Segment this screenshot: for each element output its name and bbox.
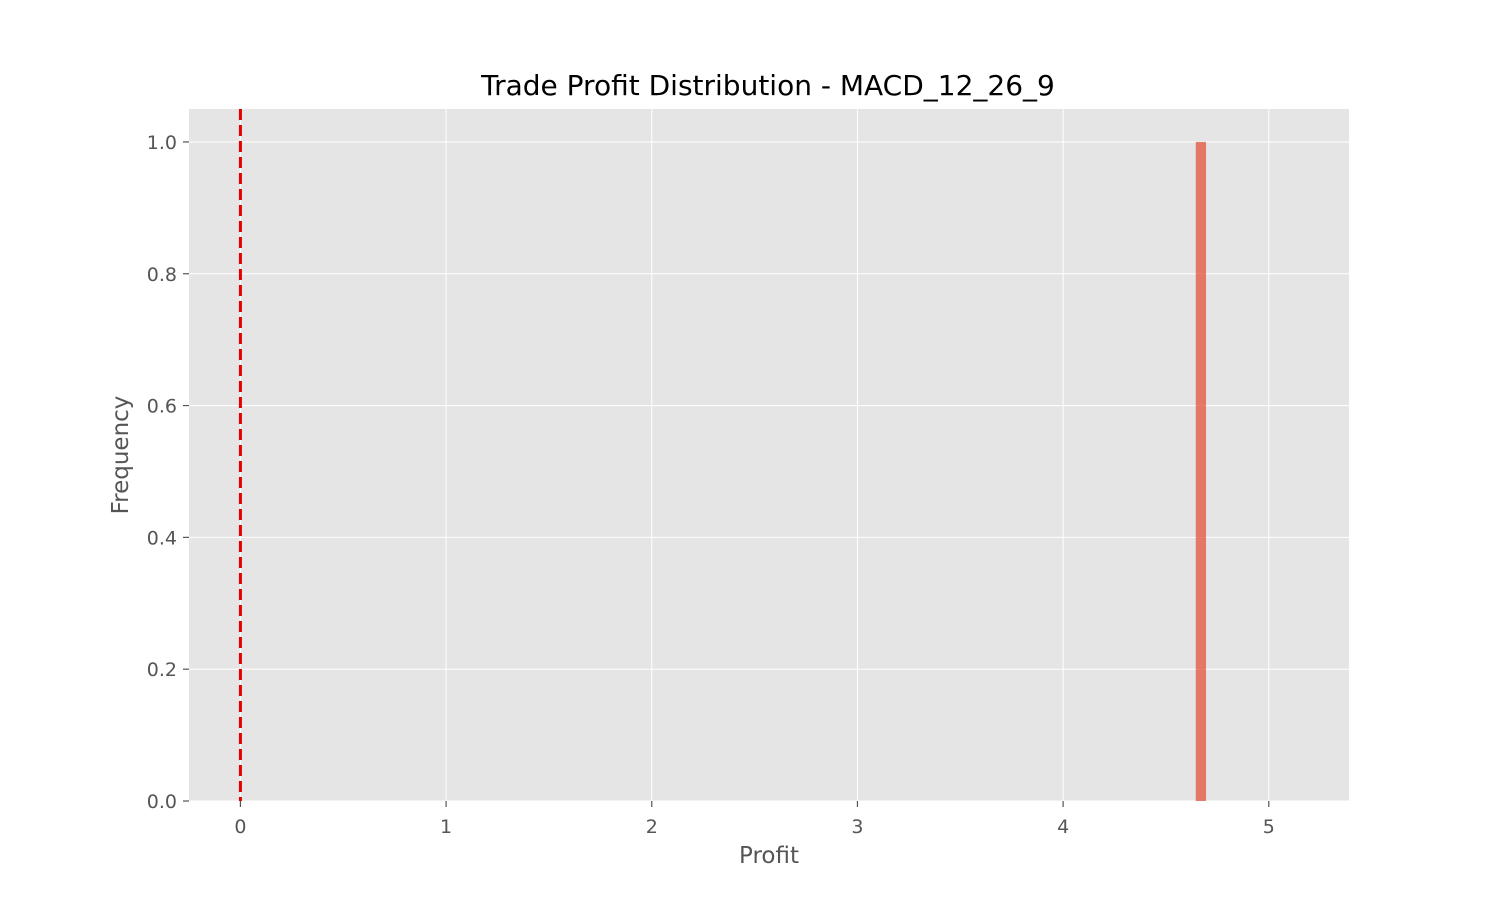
y-tick-label-5: 1.0: [147, 132, 177, 154]
y-tick-label-3: 0.6: [147, 396, 177, 418]
x-tick-label-2: 2: [646, 816, 658, 838]
x-axis-ticks: 0 1 2 3 4 5: [234, 801, 1275, 838]
plot-area: [189, 109, 1349, 801]
grid-lines: [189, 109, 1349, 802]
y-tick-label-4: 0.8: [147, 264, 177, 286]
x-tick-label-5: 5: [1263, 816, 1275, 838]
histogram-bars: [1195, 141, 1207, 801]
y-axis-ticks: 0.0 0.2 0.4 0.6 0.8 1.0: [147, 132, 189, 813]
y-axis-label: Frequency: [108, 396, 134, 515]
x-tick-label-0: 0: [234, 816, 246, 838]
histogram-bar-0: [1195, 141, 1207, 801]
x-tick-label-1: 1: [440, 816, 452, 838]
y-tick-label-0: 0.0: [147, 791, 177, 813]
y-tick-label-1: 0.2: [147, 659, 177, 681]
x-axis-label: Profit: [739, 843, 799, 869]
x-tick-label-3: 3: [851, 816, 863, 838]
chart-title: Trade Profit Distribution - MACD_12_26_9: [480, 69, 1055, 102]
y-tick-label-2: 0.4: [147, 527, 177, 549]
x-tick-label-4: 4: [1057, 816, 1069, 838]
